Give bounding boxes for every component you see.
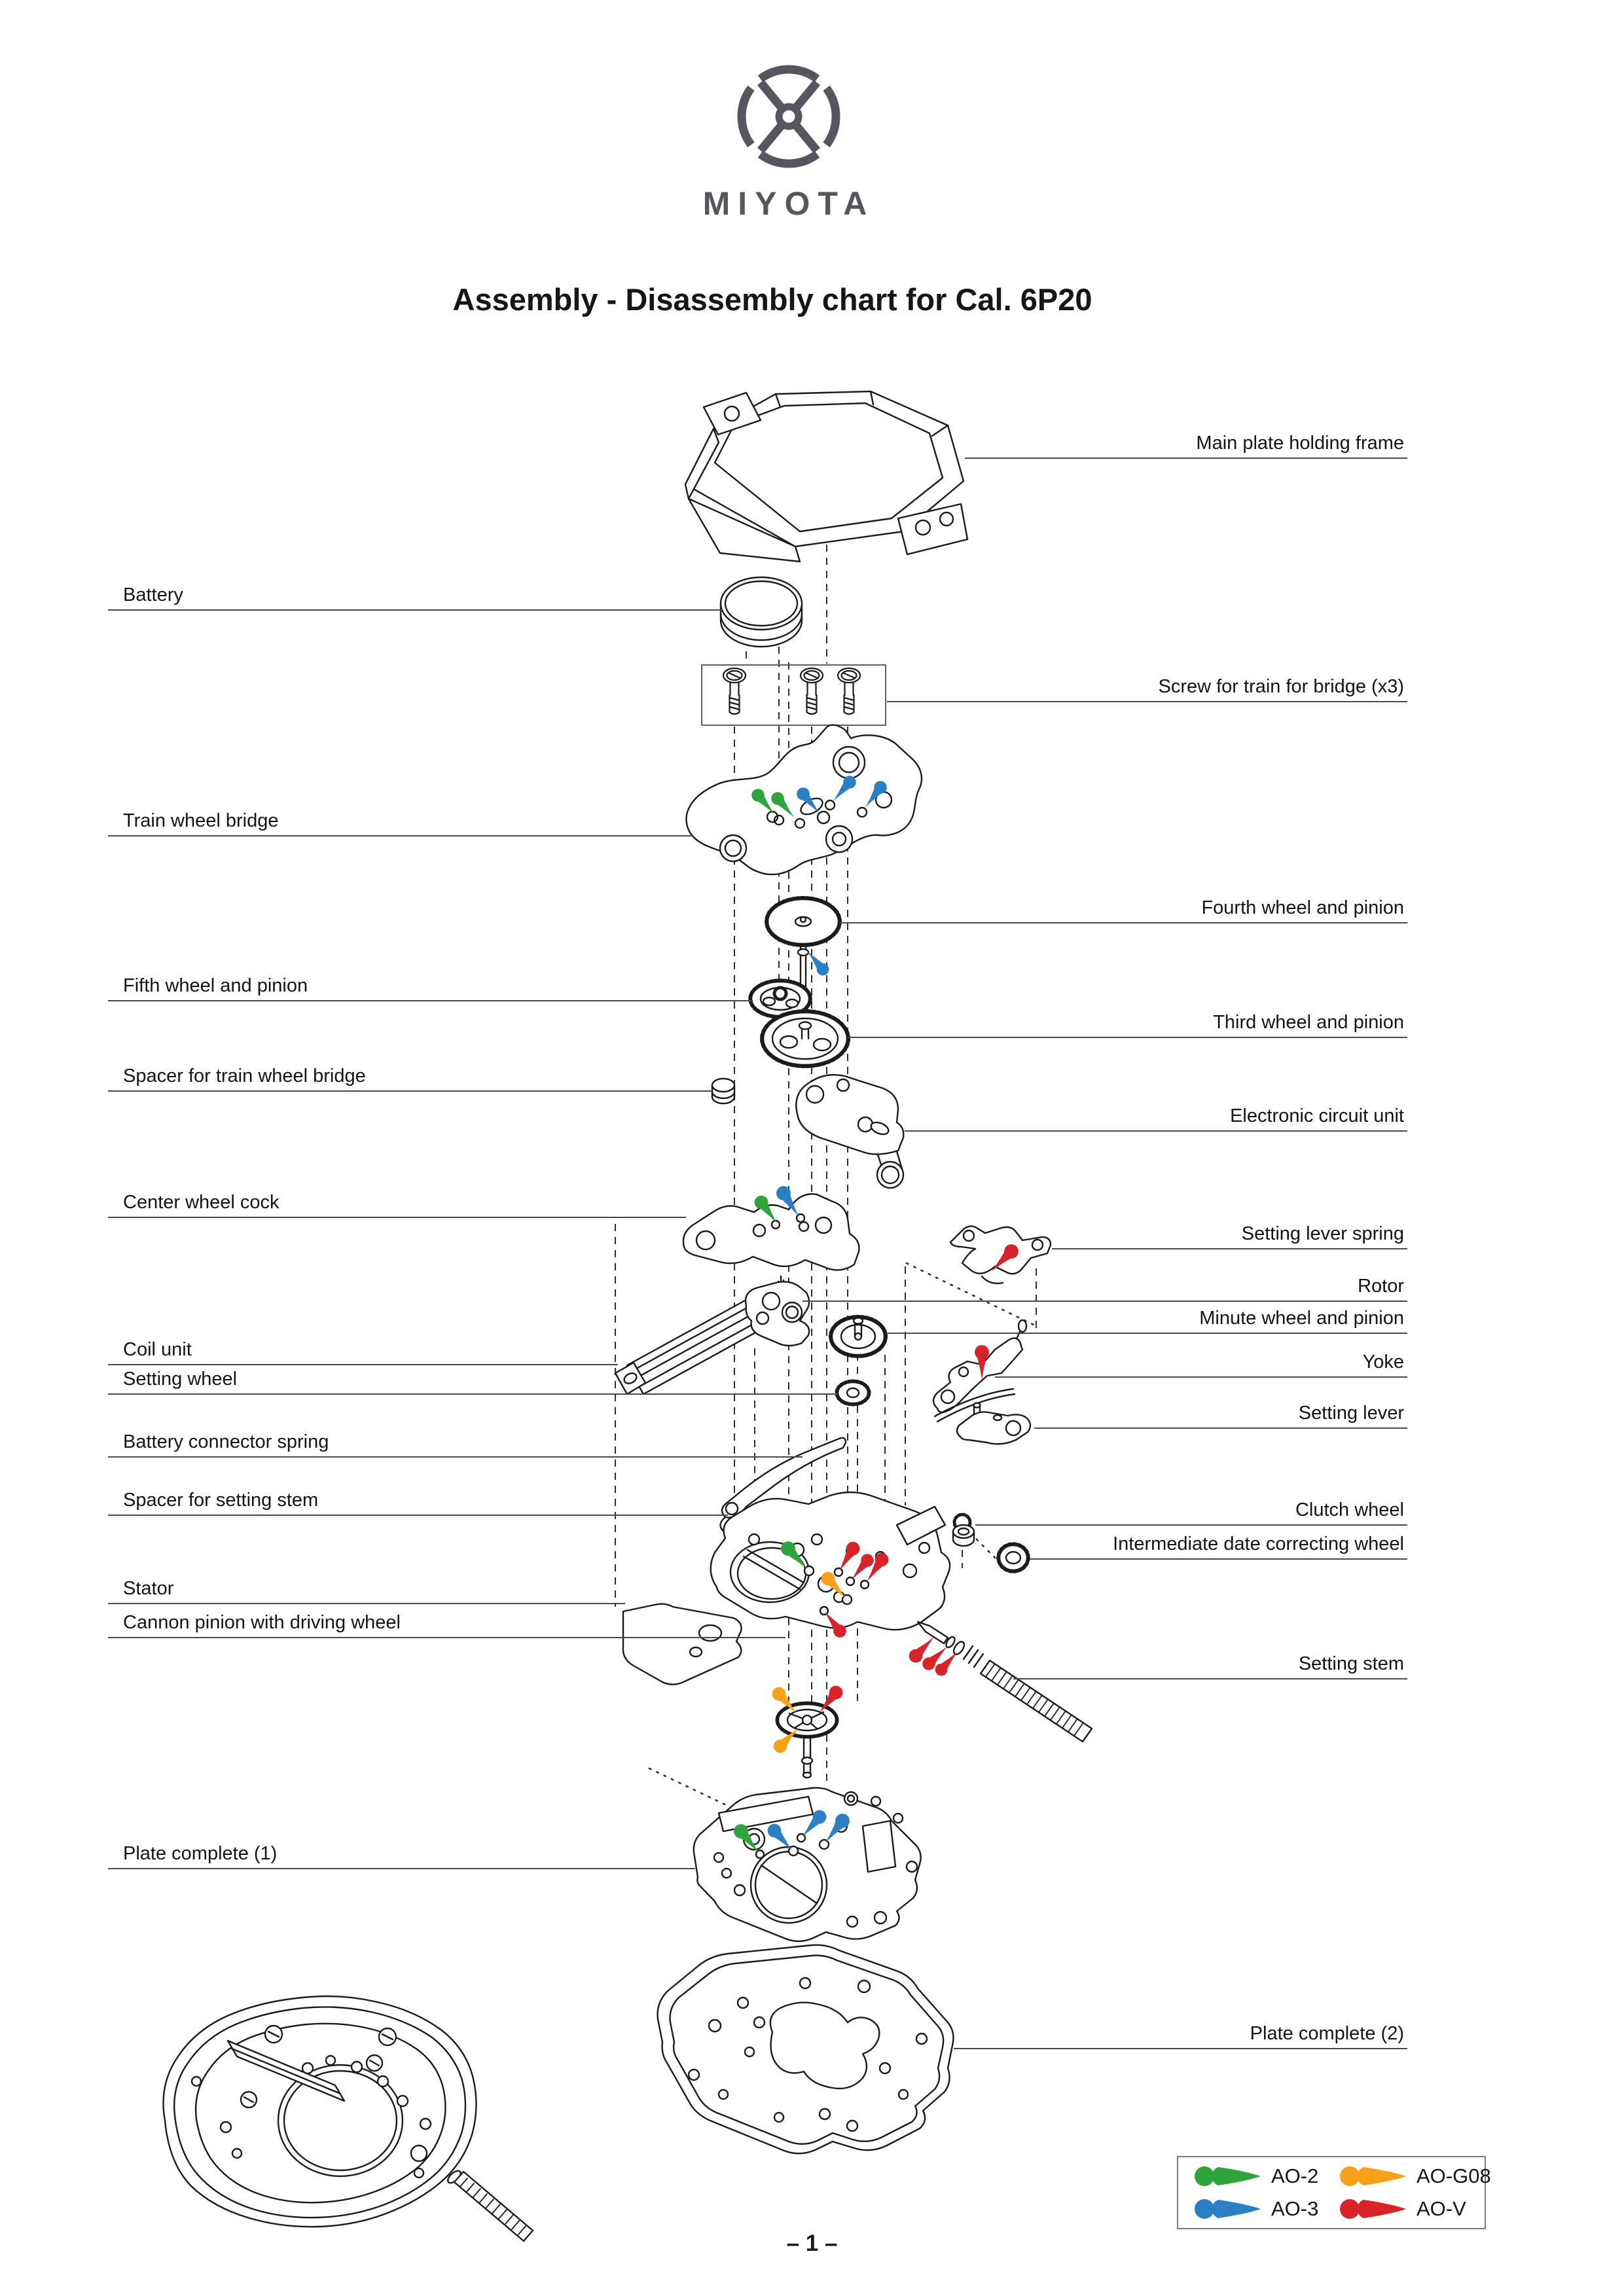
legend-label-aov: AO-V <box>1416 2197 1466 2220</box>
label-minute-wheel: Minute wheel and pinion <box>1199 1308 1404 1329</box>
label-plate-complete-2: Plate complete (2) <box>1250 2023 1404 2044</box>
part-setting-lever-spring <box>949 1225 1052 1285</box>
part-cannon-pinion <box>775 1701 839 1779</box>
label-main-plate-holding-frame: Main plate holding frame <box>1196 433 1404 454</box>
part-spacer-train-bridge <box>711 1077 736 1105</box>
legend-label-ao3: AO-3 <box>1271 2197 1319 2220</box>
label-intermediate-date-wheel: Intermediate date correcting wheel <box>1113 1534 1404 1554</box>
label-third-wheel: Third wheel and pinion <box>1213 1012 1404 1033</box>
label-battery-connector-spring: Battery connector spring <box>123 1431 329 1452</box>
part-assembled-movement <box>162 1995 534 2242</box>
part-minute-wheel <box>829 1315 888 1358</box>
page-number: – 1 – <box>786 2231 838 2256</box>
legend-label-aog08: AO-G08 <box>1416 2164 1491 2187</box>
part-setting-wheel <box>835 1379 871 1407</box>
label-screw-train-bridge: Screw for train for bridge (x3) <box>1158 676 1404 697</box>
legend-box <box>1177 2156 1486 2229</box>
part-third-wheel <box>760 1009 850 1068</box>
part-train-bridge-screws <box>701 664 886 726</box>
label-fifth-wheel: Fifth wheel and pinion <box>123 975 308 996</box>
label-spacer-setting-stem: Spacer for setting stem <box>123 1490 319 1511</box>
label-center-wheel-cock: Center wheel cock <box>123 1192 280 1213</box>
part-spacer-setting-stem-plate <box>710 1491 951 1631</box>
label-stator: Stator <box>123 1578 174 1599</box>
leader-lines <box>108 457 1407 2049</box>
label-train-wheel-bridge: Train wheel bridge <box>123 810 279 831</box>
label-plate-complete-1: Plate complete (1) <box>123 1843 278 1864</box>
part-battery <box>719 576 803 648</box>
label-setting-stem: Setting stem <box>1298 1653 1404 1674</box>
page-title: Assembly - Disassembly chart for Cal. 6P… <box>452 282 1092 317</box>
part-electronic-circuit-unit <box>795 1074 905 1189</box>
miyota-logo-icon <box>737 65 840 168</box>
part-center-wheel-cock <box>682 1193 860 1271</box>
label-rotor: Rotor <box>1358 1276 1404 1297</box>
part-clutch-wheel <box>952 1513 975 1547</box>
label-coil-unit: Coil unit <box>123 1339 192 1360</box>
legend-label-ao2: AO-2 <box>1271 2164 1319 2187</box>
part-main-plate-holding-frame <box>684 390 969 563</box>
part-yoke <box>932 1319 1028 1423</box>
part-stator <box>622 1603 742 1685</box>
brand-wordmark: MIYOTA <box>702 185 875 222</box>
part-setting-lever <box>956 1402 1032 1445</box>
label-yoke: Yoke <box>1362 1352 1404 1372</box>
part-intermediate-date-wheel <box>996 1542 1030 1573</box>
label-setting-wheel: Setting wheel <box>123 1369 238 1390</box>
label-setting-lever-spring: Setting lever spring <box>1241 1223 1404 1244</box>
label-electronic-circuit-unit: Electronic circuit unit <box>1230 1105 1404 1126</box>
part-plate-complete-2 <box>657 1944 954 2155</box>
label-clutch-wheel: Clutch wheel <box>1295 1499 1404 1520</box>
part-plate-complete-1 <box>693 1787 922 1943</box>
label-cannon-pinion: Cannon pinion with driving wheel <box>123 1612 401 1633</box>
part-setting-stem <box>916 1621 1093 1743</box>
label-fourth-wheel: Fourth wheel and pinion <box>1201 897 1404 918</box>
label-setting-lever: Setting lever <box>1298 1403 1404 1424</box>
label-battery: Battery <box>123 584 183 605</box>
label-spacer-train-bridge: Spacer for train wheel bridge <box>123 1066 366 1086</box>
part-coil-unit <box>614 1281 810 1395</box>
